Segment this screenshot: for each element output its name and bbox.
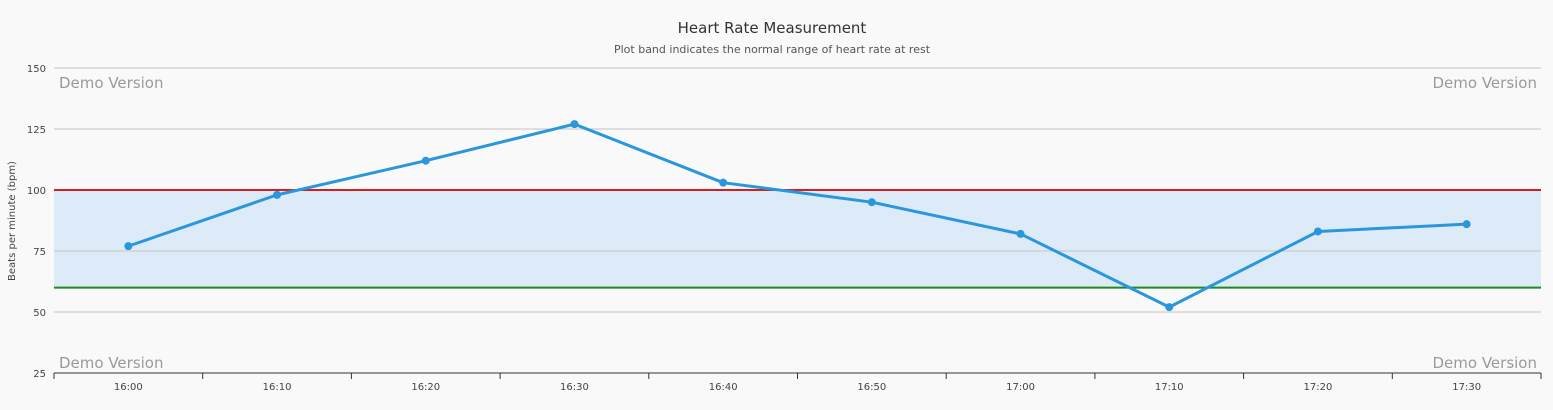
y-tick-label: 100 bbox=[27, 186, 46, 197]
x-tick-label: 17:10 bbox=[1155, 382, 1184, 393]
x-tick-label: 16:40 bbox=[709, 382, 738, 393]
data-point bbox=[273, 190, 282, 199]
chart-title: Heart Rate Measurement bbox=[678, 19, 867, 37]
data-point bbox=[1313, 227, 1322, 236]
axis-layer: 25 50 75 100 125 150 16:00 16:10 16:20 16:30 16:40… bbox=[27, 64, 1542, 393]
watermark-top-right: Demo Version bbox=[1433, 74, 1538, 92]
data-point bbox=[867, 198, 876, 207]
chart-subtitle: Plot band indicates the normal range of … bbox=[614, 43, 931, 56]
y-tick-label: 25 bbox=[33, 369, 46, 380]
y-axis-title: Beats per minute (bpm) bbox=[7, 161, 18, 281]
data-point bbox=[570, 120, 579, 129]
data-point bbox=[1165, 303, 1174, 312]
x-tick-label: 16:10 bbox=[263, 382, 292, 393]
series-layer bbox=[124, 120, 1471, 312]
y-tick-label: 150 bbox=[27, 64, 46, 75]
data-point bbox=[1462, 220, 1471, 229]
y-tick-label: 50 bbox=[33, 308, 46, 319]
data-point bbox=[421, 156, 430, 165]
x-tick-label: 17:30 bbox=[1452, 382, 1481, 393]
normal-range-plot-band bbox=[54, 190, 1541, 288]
x-tick-label: 16:50 bbox=[857, 382, 886, 393]
plot-band-layer bbox=[54, 190, 1541, 288]
x-tick-label: 16:20 bbox=[411, 382, 440, 393]
watermark-bottom-left: Demo Version bbox=[59, 354, 164, 372]
x-tick-label: 17:20 bbox=[1304, 382, 1333, 393]
data-point bbox=[719, 178, 728, 187]
x-tick-label: 17:00 bbox=[1006, 382, 1035, 393]
watermark-top-left: Demo Version bbox=[59, 74, 164, 92]
watermark-bottom-right: Demo Version bbox=[1433, 354, 1538, 372]
y-tick-label: 125 bbox=[27, 125, 46, 136]
x-tick-label: 16:30 bbox=[560, 382, 589, 393]
y-tick-label: 75 bbox=[33, 247, 46, 258]
data-point bbox=[124, 242, 133, 251]
series-line bbox=[127, 122, 1467, 309]
data-point bbox=[1016, 229, 1025, 238]
x-tick-label: 16:00 bbox=[114, 382, 143, 393]
